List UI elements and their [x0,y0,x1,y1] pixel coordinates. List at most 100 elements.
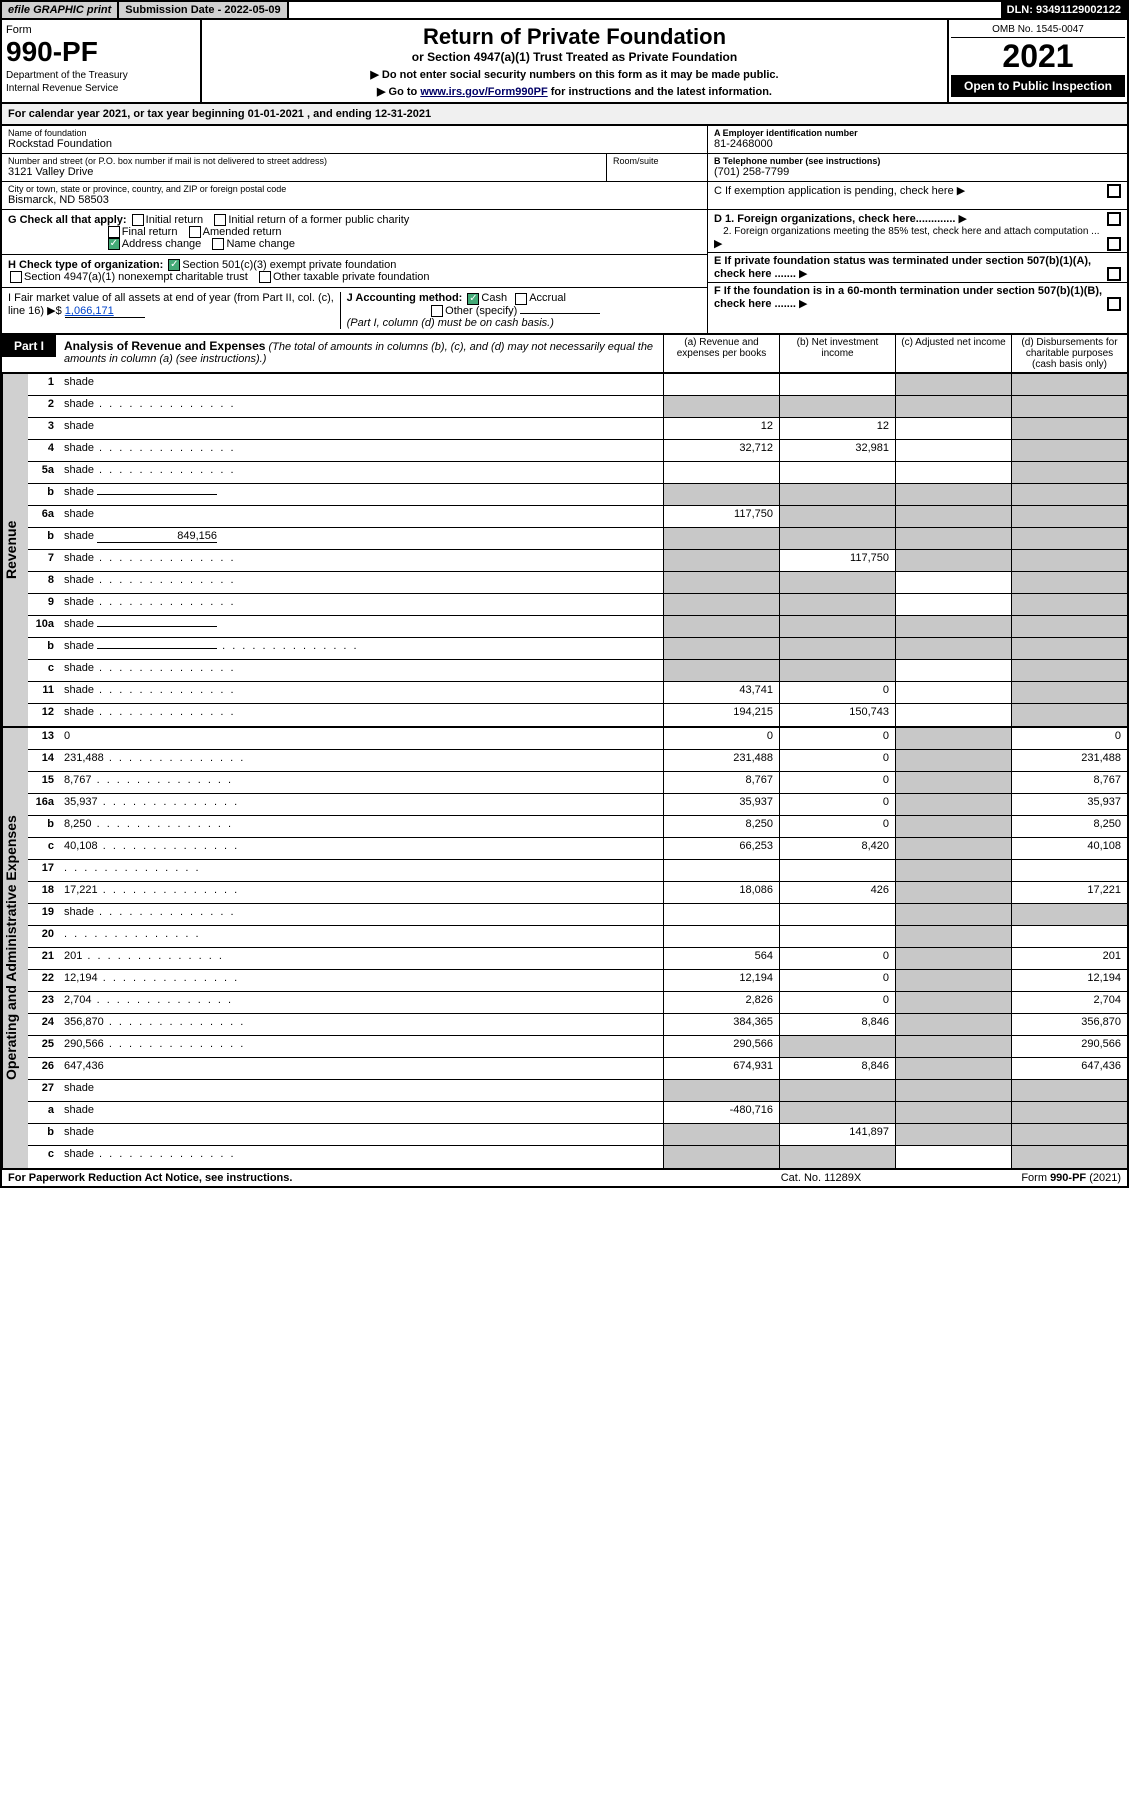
cell-b [779,638,895,659]
city-row: City or town, state or province, country… [2,182,707,210]
cb-name-change[interactable] [212,238,224,250]
line-desc: 40,108 [60,838,663,859]
line-desc: 17,221 [60,882,663,903]
cb-507b1a[interactable] [1107,267,1121,281]
cell-c [895,1102,1011,1123]
cb-4947a1[interactable] [10,271,22,283]
fmv-value[interactable]: 1,066,171 [65,305,145,318]
line-22: 2212,19412,194012,194 [28,970,1127,992]
line-desc: 647,436 [60,1058,663,1079]
irs-label: Internal Revenue Service [6,83,196,94]
cell-c [895,374,1011,395]
cell-d [1011,1124,1127,1145]
cell-c [895,750,1011,771]
line-25: 25290,566290,566290,566 [28,1036,1127,1058]
cell-b: 0 [779,948,895,969]
line-16a: 16a35,93735,937035,937 [28,794,1127,816]
cell-c [895,1146,1011,1168]
cell-b: 0 [779,794,895,815]
line-number: 13 [28,728,60,749]
line-number: 18 [28,882,60,903]
line-number: 20 [28,926,60,947]
cb-amended[interactable] [189,226,201,238]
cell-a [663,860,779,881]
f-row: F If the foundation is in a 60-month ter… [708,283,1127,312]
cell-a: 384,365 [663,1014,779,1035]
line-14: 14231,488231,4880231,488 [28,750,1127,772]
cb-501c3[interactable] [168,259,180,271]
cell-b [779,860,895,881]
line-desc: 201 [60,948,663,969]
cb-exemption-pending[interactable] [1107,184,1121,198]
line-number: 12 [28,704,60,726]
line-21: 212015640201 [28,948,1127,970]
line-11: 11shade43,7410 [28,682,1127,704]
line-desc: shade [60,440,663,461]
cell-b [779,528,895,549]
line-20: 20 [28,926,1127,948]
cat-no: Cat. No. 11289X [721,1172,921,1184]
cell-b [779,926,895,947]
cell-d: 356,870 [1011,1014,1127,1035]
cell-b [779,374,895,395]
line-3: 3shade1212 [28,418,1127,440]
cell-d [1011,682,1127,703]
cell-c [895,992,1011,1013]
cell-b: 150,743 [779,704,895,726]
cb-other-taxable[interactable] [259,271,271,283]
cell-d: 35,937 [1011,794,1127,815]
cb-final-return[interactable] [108,226,120,238]
cell-a: 0 [663,728,779,749]
cell-a: 18,086 [663,882,779,903]
cell-d: 290,566 [1011,1036,1127,1057]
cell-c [895,948,1011,969]
form990pf-link[interactable]: www.irs.gov/Form990PF [420,86,547,98]
part1-desc: Analysis of Revenue and Expenses (The to… [56,335,663,369]
cell-c [895,704,1011,726]
line-c: cshade [28,660,1127,682]
cell-c [895,594,1011,615]
line-desc: shade [60,572,663,593]
line-b: b8,2508,25008,250 [28,816,1127,838]
cb-initial-return[interactable] [132,214,144,226]
cb-507b1b[interactable] [1107,297,1121,311]
cell-c [895,1058,1011,1079]
form-label: Form [6,24,196,36]
line-desc: shade [60,1102,663,1123]
cb-cash[interactable] [467,293,479,305]
g-check-row: G Check all that apply: Initial return I… [2,210,707,255]
cell-b [779,1146,895,1168]
cb-85pct[interactable] [1107,237,1121,251]
cell-a: 32,712 [663,440,779,461]
line-23: 232,7042,82602,704 [28,992,1127,1014]
line-desc: shade [60,484,663,505]
cell-d [1011,638,1127,659]
part1-header: Part I Analysis of Revenue and Expenses … [0,335,1129,374]
line-c: c40,10866,2538,42040,108 [28,838,1127,860]
open-public: Open to Public Inspection [951,75,1125,97]
line-desc: shade [60,904,663,925]
form-subtitle: or Section 4947(a)(1) Trust Treated as P… [206,50,943,64]
line-number: b [28,1124,60,1145]
cell-c [895,926,1011,947]
cell-c [895,970,1011,991]
cell-a [663,528,779,549]
cell-d [1011,440,1127,461]
cell-a [663,660,779,681]
line-number: b [28,484,60,505]
line-desc: shade [60,638,663,659]
cell-a: 674,931 [663,1058,779,1079]
cb-foreign-org[interactable] [1107,212,1121,226]
cb-accrual[interactable] [515,293,527,305]
cell-b: 0 [779,970,895,991]
cb-initial-former[interactable] [214,214,226,226]
cell-b: 8,420 [779,838,895,859]
part1-tab: Part I [2,335,56,357]
cell-d: 2,704 [1011,992,1127,1013]
line-number: b [28,638,60,659]
cell-c [895,660,1011,681]
cell-a [663,1124,779,1145]
cb-address-change[interactable] [108,238,120,250]
cb-other-method[interactable] [431,305,443,317]
cell-b: 0 [779,992,895,1013]
